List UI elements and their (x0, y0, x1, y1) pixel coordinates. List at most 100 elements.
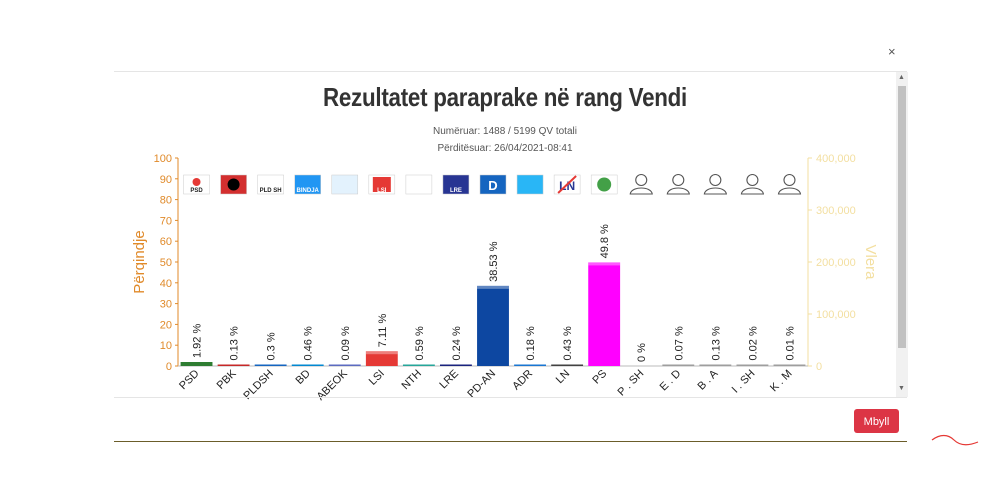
ps-logo (590, 174, 618, 195)
lre-logo: LRE (442, 174, 470, 195)
data-label: 0.46 % (303, 326, 315, 360)
x-tick-label: BD (294, 368, 313, 387)
y-tick-label: 10 (160, 340, 172, 352)
x-tick-label: I . SH (730, 368, 758, 396)
x-tick-label: P . SH (616, 368, 647, 399)
chart-subtitle-counted: Numëruar: 1488 / 5199 QV totali (433, 126, 577, 137)
bar-pldsh (254, 364, 287, 366)
x-tick-label: PS (590, 368, 609, 387)
data-label: 38.53 % (488, 241, 500, 282)
data-label: 0.09 % (340, 326, 352, 360)
modal-footer-divider (114, 397, 907, 398)
bar-lre (440, 364, 472, 366)
person-head (635, 173, 648, 187)
close-button[interactable]: Mbyll (854, 409, 899, 433)
data-label: 0.07 % (673, 326, 685, 360)
lsi-emblem (372, 177, 391, 192)
nth-logo-bg (405, 174, 433, 195)
adr-logo (516, 174, 544, 195)
x-tick-label: PBK (215, 367, 240, 392)
lre-logo-text: LRE (450, 188, 462, 194)
data-label: 0.02 % (747, 326, 759, 360)
person-body (777, 187, 802, 195)
pbk-logo (220, 174, 247, 195)
pldsh-logo-bg (257, 174, 284, 195)
y-tick-label: 20 (160, 319, 172, 331)
bar-abeok (328, 364, 361, 366)
pd-logo: D (479, 174, 507, 195)
adr-logo-bg (516, 174, 544, 195)
x-tick-label: K . M (768, 368, 795, 395)
x-tick-label: LSI (367, 368, 387, 388)
y2-tick-label: 200,000 (816, 257, 856, 269)
person-icon (703, 173, 727, 195)
y-tick-label: 100 (154, 153, 172, 165)
x-tick-label: LN (554, 368, 572, 386)
chart-subtitle-updated: Përditësuar: 26/04/2021-08:41 (437, 143, 573, 154)
data-label: 7.11 % (377, 314, 389, 348)
psd-logo-text: PSD (190, 188, 203, 194)
data-label: 0.43 % (562, 326, 574, 360)
x-tick-label: ADR (510, 368, 535, 393)
close-icon[interactable]: × (888, 44, 896, 59)
data-label: 0.13 % (229, 326, 241, 360)
y-tick-label: 70 (160, 215, 172, 227)
lre-logo-bg (442, 174, 470, 195)
bar-bd (291, 364, 324, 366)
scroll-down-icon[interactable]: ▼ (898, 385, 905, 392)
person-icon (777, 173, 802, 195)
pldsh-logo: PLD SH (257, 174, 284, 195)
pldsh-logo-text: PLD SH (260, 188, 282, 194)
person-icon (740, 173, 765, 195)
person-head (709, 173, 722, 187)
data-label: 1.92 % (192, 324, 204, 358)
y2-tick-label: 400,000 (816, 153, 856, 165)
y-tick-label: 30 (160, 299, 172, 311)
abeok-logo (331, 174, 359, 195)
y2-tick-label: 300,000 (816, 205, 856, 217)
backdrop-edge (114, 441, 907, 442)
bar-highlight (365, 351, 398, 355)
bd-logo-text: BINDJA (297, 188, 320, 194)
person-head (672, 173, 685, 187)
lsi-logo: LSI (368, 174, 396, 195)
red-scribble (931, 434, 979, 446)
data-label: 0.01 % (784, 326, 796, 360)
person-body (629, 187, 653, 195)
data-label: 0.3 % (266, 332, 278, 360)
ln-logo: LN (553, 174, 581, 195)
x-tick-label: B . A (696, 367, 721, 392)
pbk-emblem (227, 178, 240, 191)
person-head (746, 173, 759, 187)
data-label: 0.24 % (451, 326, 463, 360)
data-label: 0.13 % (710, 326, 722, 360)
bd-logo-bg (294, 174, 321, 195)
ln-slash (557, 175, 577, 194)
x-tick-label: PD-AN (465, 368, 498, 401)
x-tick-label: LRE (437, 368, 461, 392)
data-label: 0 % (636, 343, 648, 362)
bd-logo: BINDJA (294, 174, 321, 195)
psd-logo: PSD (183, 174, 210, 195)
bar-adr (514, 364, 546, 366)
x-tick-label: E . D (658, 368, 684, 394)
scroll-up-icon[interactable]: ▲ (898, 74, 905, 81)
y2-tick-label: 0 (816, 361, 822, 373)
abeok-logo-bg (331, 174, 359, 195)
scrollbar-thumb[interactable] (898, 86, 906, 348)
bar-highlight (588, 262, 621, 266)
data-label: 49.8 % (599, 224, 611, 258)
bar-e-d (662, 364, 695, 366)
bar-highlight (477, 285, 509, 289)
y-tick-label: 40 (160, 278, 172, 290)
person-body (703, 187, 727, 195)
bar-b-a (699, 364, 732, 366)
person-icon (629, 173, 653, 195)
data-label: 0.59 % (414, 326, 426, 360)
y-axis-title: Përqindje (131, 230, 148, 293)
x-tick-label: NTH (400, 368, 425, 393)
y2-tick-label: 100,000 (816, 309, 856, 321)
y-tick-label: 90 (160, 174, 172, 186)
y2-axis-title: Vlera (862, 244, 879, 280)
